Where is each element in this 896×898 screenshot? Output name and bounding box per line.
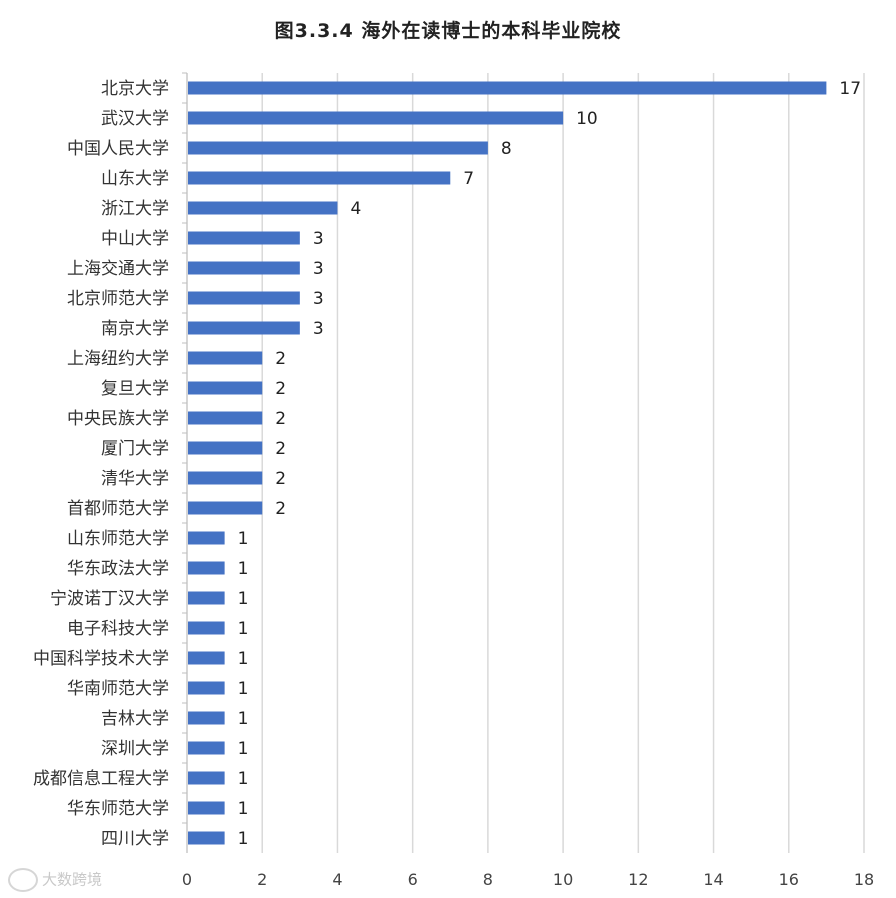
bars [188,81,827,845]
category-label: 山东大学 [101,169,169,189]
value-label: 3 [313,289,324,309]
value-label: 1 [238,649,249,669]
bar [188,111,564,125]
value-label: 2 [275,469,286,489]
category-label: 浙江大学 [101,199,169,219]
bar [188,771,225,785]
x-tick-labels: 0 2 4 6 8 10 12 14 16 18 [182,870,874,889]
bar [188,531,225,545]
category-label: 复旦大学 [101,379,169,399]
category-label: 清华大学 [101,469,169,489]
bar [188,621,225,635]
bar [188,201,338,215]
category-label: 上海交通大学 [67,259,169,279]
x-tick-label: 18 [854,870,874,889]
value-label: 1 [238,769,249,789]
gridlines [182,72,865,853]
bar [188,351,263,365]
category-label: 北京大学 [101,79,169,99]
category-label: 厦门大学 [101,439,169,459]
x-tick-label: 8 [483,870,493,889]
value-label: 2 [275,439,286,459]
bar [188,81,827,95]
watermark-logo-icon [8,868,38,892]
category-label: 深圳大学 [101,739,169,759]
value-label: 1 [238,709,249,729]
x-tick-label: 16 [779,870,799,889]
value-labels: 17 10 8 7 4 3 3 3 3 2 2 2 2 2 2 1 1 1 1 1 1 1 1 1 1 1 [238,79,861,849]
x-tick-label: 12 [628,870,648,889]
watermark: 大数跨境 [8,868,102,892]
value-label: 1 [238,619,249,639]
category-label: 电子科技大学 [67,619,169,639]
value-label: 3 [313,259,324,279]
bar [188,591,225,605]
value-label: 1 [238,679,249,699]
x-tick-label: 6 [408,870,418,889]
category-label: 吉林大学 [101,709,169,729]
bar [188,321,300,335]
category-label: 华南师范大学 [67,679,169,699]
value-label: 1 [238,799,249,819]
x-tick-label: 4 [332,870,342,889]
category-label: 宁波诺丁汉大学 [50,589,169,609]
category-label: 上海纽约大学 [67,349,169,369]
chart-title: 图3.3.4 海外在读博士的本科毕业院校 [274,20,622,42]
value-label: 10 [576,109,598,129]
category-label: 武汉大学 [101,109,169,129]
category-label: 南京大学 [101,319,169,339]
bar [188,801,225,815]
category-label: 山东师范大学 [67,529,169,549]
bar [188,231,300,245]
x-tick-label: 2 [257,870,267,889]
x-tick-label: 0 [182,870,192,889]
value-label: 4 [350,199,361,219]
category-labels: 北京大学武汉大学中国人民大学山东大学浙江大学中山大学上海交通大学北京师范大学南京… [33,79,169,849]
bar [188,381,263,395]
category-label: 中央民族大学 [67,409,169,429]
bar [188,171,451,185]
category-label: 华东师范大学 [67,799,169,819]
category-label: 成都信息工程大学 [33,769,169,789]
bar [188,831,225,845]
category-label: 中山大学 [101,229,169,249]
x-tick-label: 10 [553,870,573,889]
category-label: 中国科学技术大学 [33,649,169,669]
bar [188,651,225,665]
value-label: 17 [839,79,861,99]
category-label: 北京师范大学 [67,289,169,309]
value-label: 2 [275,409,286,429]
value-label: 2 [275,499,286,519]
category-label: 中国人民大学 [67,139,169,159]
watermark-text: 大数跨境 [42,870,103,889]
category-label: 首都师范大学 [67,499,169,519]
value-label: 1 [238,829,249,849]
bar [188,741,225,755]
value-label: 1 [238,589,249,609]
bar [188,441,263,455]
value-label: 1 [238,559,249,579]
value-label: 3 [313,229,324,249]
bar [188,141,488,155]
bar [188,561,225,575]
value-label: 1 [238,739,249,759]
value-label: 3 [313,319,324,339]
bar [188,291,300,305]
value-label: 2 [275,349,286,369]
value-label: 1 [238,529,249,549]
bar [188,501,263,515]
bar [188,681,225,695]
value-label: 8 [501,139,512,159]
x-tick-label: 14 [703,870,723,889]
bar [188,411,263,425]
value-label: 7 [463,169,474,189]
bar [188,711,225,725]
category-label: 华东政法大学 [67,559,169,579]
category-label: 四川大学 [101,829,169,849]
value-label: 2 [275,379,286,399]
bar [188,261,300,275]
bar [188,471,263,485]
